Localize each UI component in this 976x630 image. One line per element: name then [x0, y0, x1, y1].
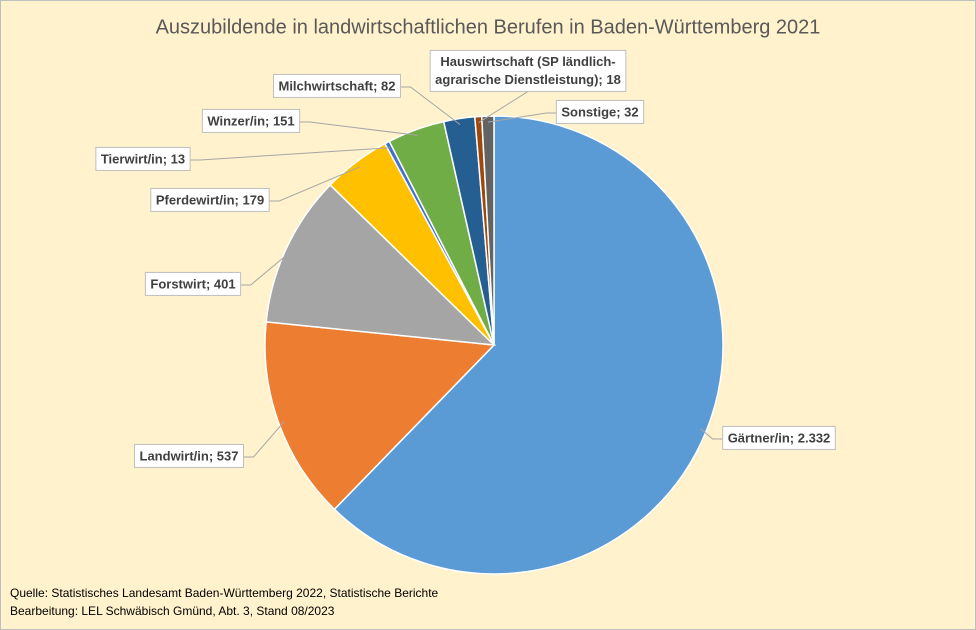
data-label: Tierwirt/in; 13 — [101, 151, 185, 166]
data-label: Winzer/in; 151 — [207, 113, 294, 128]
slices — [264, 115, 724, 575]
leader-line — [240, 250, 293, 286]
label-box — [144, 271, 242, 296]
leader-line — [478, 91, 529, 123]
chart-title: Auszubildende in landwirtschaftlichen Be… — [156, 16, 821, 38]
data-label: Hauswirtschaft (SP ländlich-agrarische D… — [435, 54, 621, 87]
leader-line — [400, 86, 461, 125]
label-box — [555, 99, 645, 124]
label-box — [150, 187, 270, 212]
leader-line — [700, 428, 723, 440]
label-box — [722, 425, 836, 450]
label-box — [272, 73, 402, 98]
data-label: Sonstige; 32 — [561, 104, 638, 119]
label-box — [134, 443, 244, 468]
leader-line — [269, 166, 360, 202]
label-box — [201, 108, 301, 133]
label-box — [95, 146, 191, 171]
label-box — [429, 49, 627, 92]
data-label: Milchwirtschaft; 82 — [278, 78, 395, 93]
leader-line — [487, 112, 557, 123]
pie-slice — [264, 321, 496, 511]
pie-slice — [265, 183, 497, 346]
data-label: Gärtner/in; 2.332 — [728, 430, 831, 445]
leader-line — [299, 121, 418, 136]
data-labels: Gärtner/in; 2.332 Landwirt/in; 537 Forstwi… — [95, 49, 836, 468]
pie-slice — [480, 115, 495, 346]
leader-line — [243, 421, 285, 458]
pie-slice — [333, 115, 724, 575]
source-note: Bearbeitung: LEL Schwäbisch Gmünd, Abt. … — [10, 604, 335, 618]
source-note: Quelle: Statistisches Landesamt Baden-Wü… — [10, 586, 439, 600]
data-label: Landwirt/in; 537 — [140, 448, 239, 463]
data-label: Forstwirt; 401 — [150, 276, 235, 291]
data-label: Pferdewirt/in; 179 — [156, 192, 264, 207]
leader-line — [190, 147, 390, 161]
